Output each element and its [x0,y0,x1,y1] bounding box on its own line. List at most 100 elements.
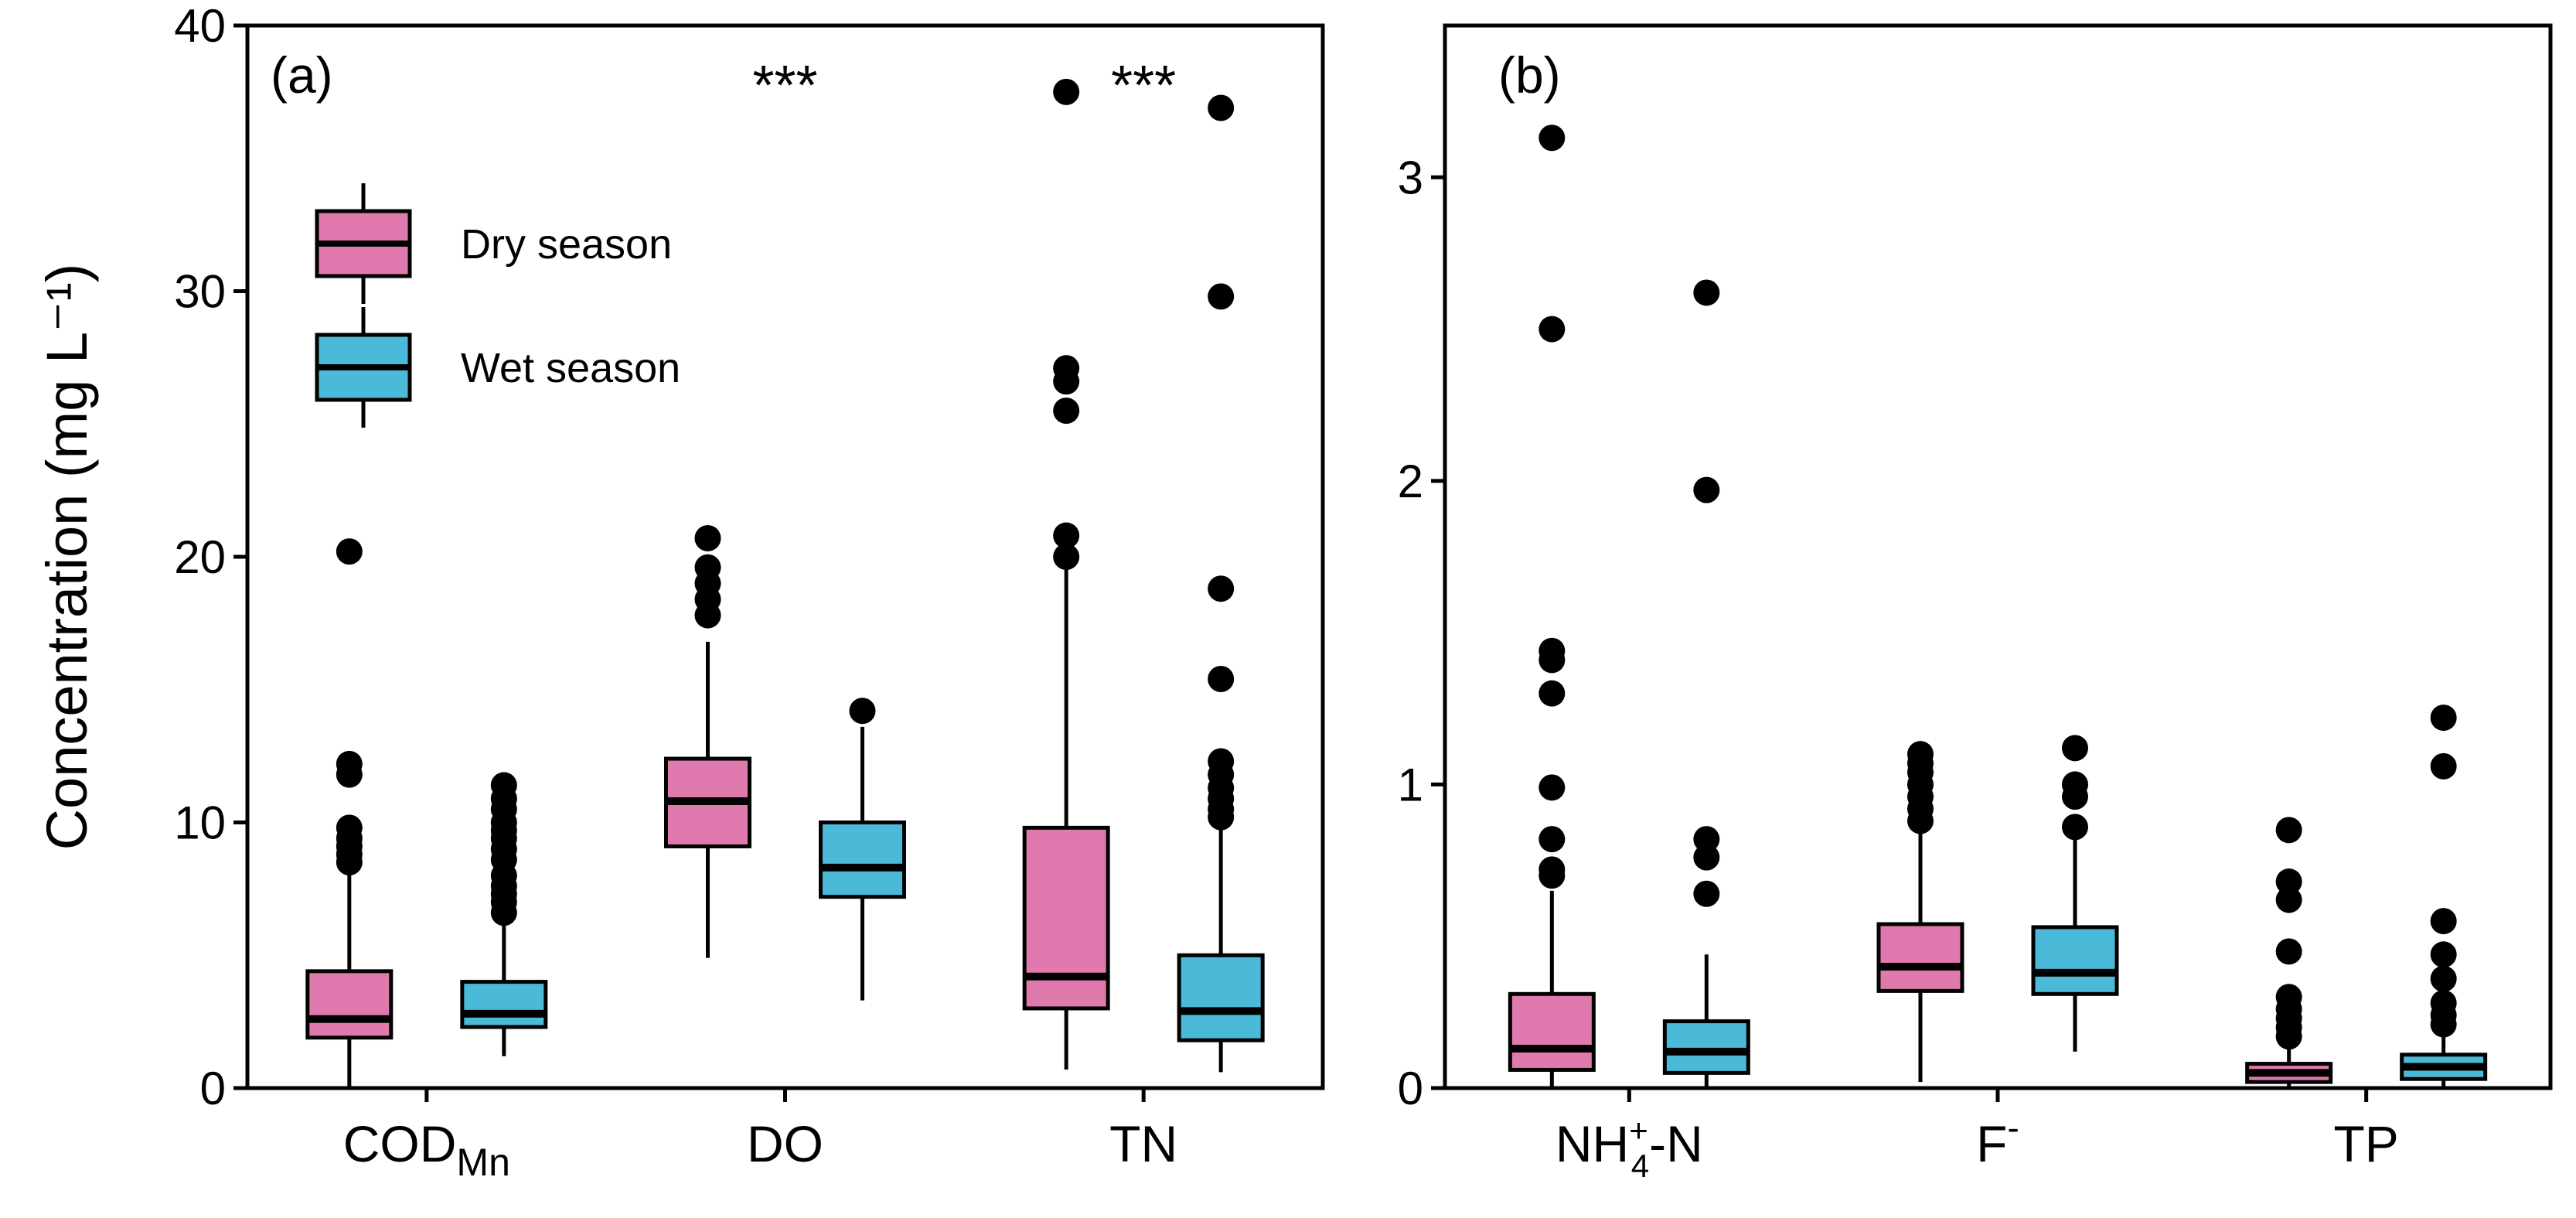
outlier-point [2430,990,2457,1017]
y-tick-label: 2 [1398,455,1423,507]
outlier-point [2430,941,2457,968]
y-axis-label: Concentration (mg L⁻¹) [35,264,99,851]
outlier-point [694,554,721,581]
outlier-point [2430,965,2457,992]
box-iqr [1876,922,1964,993]
outlier-point [1693,476,1720,503]
category-superscript: + [1629,1112,1648,1148]
box-dry-season [1876,741,1964,1083]
outlier-point [1053,355,1080,382]
box-wet-season [2400,705,2488,1088]
outlier-point [1208,666,1235,693]
outlier-point [490,772,517,799]
x-tick-label: TN [1109,1115,1177,1172]
box-dry-season [1508,125,1596,1088]
outlier-point [2062,735,2088,762]
outlier-point [1693,880,1720,907]
category-name: COD [343,1115,457,1172]
outlier-point [1538,826,1566,853]
category-name: NH [1555,1115,1629,1172]
x-tick-label: F- [1976,1107,2019,1172]
category-name: DO [747,1115,823,1172]
outlier-point [1053,522,1080,549]
box-dry-season [305,538,394,1088]
outlier-point [2430,908,2457,935]
outlier-point [1538,637,1566,664]
category-suffix: -N [1649,1115,1703,1172]
box-iqr [460,980,548,1029]
box-iqr [2031,925,2119,996]
box-iqr [1662,1019,1750,1075]
outlier-point [1538,774,1566,801]
outlier-point [1538,316,1566,343]
outlier-point [1208,748,1235,775]
y-tick-label: 1 [1398,759,1423,810]
box-dry-season [664,524,751,958]
box-dry-season [2245,817,2333,1088]
box-wet-season [2031,735,2119,1052]
panel-label: (b) [1498,46,1561,104]
outlier-point [2275,817,2302,844]
panel-b: 0 1 2 3 NH+ 4-N F- TP (b) [1398,23,2553,1184]
legend-entry: Wet season [315,307,680,428]
significance-marker: *** [752,55,817,117]
outlier-point [694,524,721,551]
outlier-point [1208,94,1235,121]
y-tick-label: 30 [174,266,226,318]
category-name: TP [2333,1115,2398,1172]
outlier-point [1053,544,1080,570]
outlier-point [336,538,363,565]
outlier-point [1538,856,1566,883]
outlier-point [2275,886,2302,913]
panel-a: 0 10 20 30 40 CODMn DO TN *** *** (a) Concentration… [35,0,1325,1184]
outlier-point [2062,814,2088,841]
y-tick-label: 0 [1398,1063,1423,1114]
category-subscript: 4 [1631,1148,1649,1184]
box-wet-season [819,698,906,1001]
legend-label: Wet season [461,345,680,391]
plot-frame [1443,23,2553,1090]
outlier-point [1208,283,1235,310]
significance-marker: *** [1111,55,1176,117]
outlier-point [2430,752,2457,780]
box-iqr [1177,953,1265,1042]
category-name: TN [1109,1115,1177,1172]
box-iqr [819,821,906,899]
category-name: F [1976,1115,2007,1172]
box-dry-season [1022,78,1110,1070]
box-wet-season [1662,279,1750,1088]
y-tick-label: 10 [174,797,226,849]
y-tick-label: 20 [174,531,226,583]
outlier-point [336,814,363,841]
outlier-point [2275,938,2302,965]
x-tick-label: TP [2333,1115,2398,1172]
box-iqr [305,969,394,1040]
legend-label: Dry season [461,221,672,268]
y-tick-label: 3 [1398,152,1423,203]
outlier-point [1693,844,1720,871]
outlier-point [2430,705,2457,732]
outlier-point [1053,397,1080,425]
panel-label: (a) [271,46,333,104]
outlier-point [1907,741,1934,768]
outlier-point [2275,984,2302,1011]
category-subscript: Mn [456,1141,509,1184]
category-superscript: - [2008,1107,2019,1148]
outlier-point [336,750,363,777]
outlier-point [2275,868,2302,896]
legend-entry: Dry season [315,183,672,304]
outlier-point [849,698,876,725]
plot-frame [245,23,1325,1090]
x-tick-label: DO [747,1115,823,1172]
legend: Dry season Wet season [315,183,680,428]
outlier-point [1693,826,1720,853]
x-tick-label: NH+ 4-N [1555,1112,1703,1184]
box-iqr [1508,991,1596,1072]
box-wet-season [1177,94,1265,1073]
outlier-point [1538,125,1566,152]
outlier-point [2062,771,2088,798]
outlier-point [1693,279,1720,306]
x-tick-label: CODMn [343,1115,510,1184]
outlier-point [1208,575,1235,602]
